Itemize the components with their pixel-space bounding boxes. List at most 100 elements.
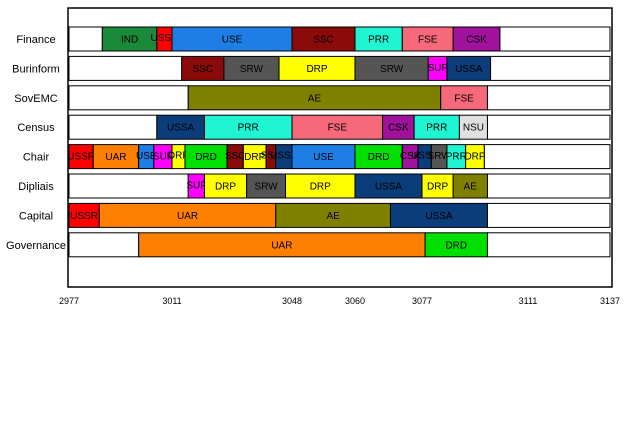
timeline-segment <box>354 144 403 170</box>
segment-label: PRR <box>446 151 467 162</box>
timeline-segment <box>203 173 248 199</box>
segment-label: SRW <box>254 182 278 193</box>
segment-label: UAR <box>271 240 292 251</box>
timeline-segment <box>68 173 189 199</box>
segment-label: USSA <box>167 123 195 134</box>
timeline-segment <box>354 26 403 52</box>
segment-label: USSA <box>425 211 453 222</box>
segment-label: USSR <box>70 211 98 222</box>
segment-label: UAR <box>105 152 126 163</box>
row-label: Capital <box>19 210 53 222</box>
segment-label: DRP <box>306 64 327 75</box>
timeline-row: Dipliais SUF DRP SRW DRP USSA DRP AE <box>18 173 611 199</box>
timeline-segment <box>291 114 384 140</box>
timeline-segment <box>285 173 356 199</box>
segment-label: SSC <box>225 151 246 162</box>
x-tick-label: 3048 <box>282 296 302 306</box>
timeline-segment <box>203 114 293 140</box>
segment-label: SUF <box>428 63 448 74</box>
segment-label: USSA <box>411 151 439 162</box>
x-tick-label: 3077 <box>412 296 432 306</box>
segment-label: IND <box>121 35 138 46</box>
timeline-segment <box>401 26 454 52</box>
x-tick-label: 3111 <box>519 296 538 306</box>
segment-label: USSA <box>270 151 298 162</box>
timeline-segment <box>452 26 501 52</box>
timeline-segment <box>382 114 415 140</box>
segment-label: SUF <box>153 151 173 162</box>
row-label: Chair <box>23 152 50 164</box>
segment-label: PRR <box>426 123 447 134</box>
timeline-segment <box>421 173 454 199</box>
timeline-segment <box>486 232 611 258</box>
segment-label: CSK <box>388 123 409 134</box>
timeline-segment <box>291 26 356 52</box>
timeline-row: SovEMC AE FSE <box>14 85 611 111</box>
x-tick-label: 3060 <box>345 296 365 306</box>
segment-label: DRP <box>168 151 189 162</box>
segment-label: AE <box>464 182 478 193</box>
segment-label: USE <box>313 152 334 163</box>
timeline-segment <box>354 55 429 81</box>
timeline-segment <box>68 55 183 81</box>
segment-label: SRW <box>240 64 264 75</box>
timeline-segment <box>187 85 442 111</box>
segment-label: FSE <box>454 93 474 104</box>
timeline-segment <box>486 202 611 228</box>
timeline-segment <box>486 173 611 199</box>
timeline-segment <box>490 55 611 81</box>
timeline-row: Burinform SSC SRW DRP SRW SUF USSA <box>12 55 611 81</box>
segment-label: SSC <box>261 151 282 162</box>
x-tick-label: 2977 <box>59 296 79 306</box>
segment-label: DRP <box>244 152 265 163</box>
timeline-segment <box>184 144 228 170</box>
timeline-segment <box>246 173 287 199</box>
segment-label: USSR <box>151 33 179 44</box>
segment-label: SSC <box>193 64 214 75</box>
timeline-segment <box>413 114 460 140</box>
segment-label: DRD <box>445 240 467 251</box>
segment-label: SSC <box>313 35 334 46</box>
row-group: Finance IND USSR USE SSC PRR FSE CSK Burinform SS… <box>6 26 611 258</box>
x-tick-label: 3011 <box>162 296 181 306</box>
row-label: Governance <box>6 240 66 252</box>
row-label: SovEMC <box>14 93 57 105</box>
segment-label: FSE <box>328 123 348 134</box>
segment-label: AE <box>308 93 322 104</box>
timeline-row: Governance UAR DRD <box>6 232 611 258</box>
timeline-segment <box>424 232 488 258</box>
segment-label: DRD <box>195 152 217 163</box>
segment-label: USE <box>222 35 243 46</box>
timeline-segment <box>458 114 488 140</box>
segment-label: CSK <box>466 35 487 46</box>
segment-label: USE <box>136 151 157 162</box>
segment-label: PRR <box>238 123 259 134</box>
segment-label: UAR <box>177 211 198 222</box>
segment-label: DRP <box>310 182 331 193</box>
segment-label: SRW <box>428 151 452 162</box>
segment-label: USSA <box>375 182 403 193</box>
timeline-segment <box>181 55 225 81</box>
timeline-row: Census USSA PRR FSE CSK PRR NSU <box>17 114 611 140</box>
segment-label: AE <box>326 211 340 222</box>
segment-label: FSE <box>418 35 438 46</box>
timeline-segment <box>138 232 426 258</box>
segment-label: PRR <box>368 35 389 46</box>
segment-label: SRW <box>380 64 404 75</box>
timeline-segment <box>440 85 488 111</box>
segment-label: CSK <box>400 151 421 162</box>
timeline-segment <box>452 173 488 199</box>
x-tick-label: 3137 <box>600 296 620 306</box>
row-label: Census <box>17 122 55 134</box>
row-label: Burinform <box>12 63 60 75</box>
segment-label: DRP <box>464 151 485 162</box>
segment-label: DRP <box>215 182 236 193</box>
timeline-segment <box>68 85 189 111</box>
segment-label: NSU <box>463 123 484 134</box>
row-label: Dipliais <box>18 181 54 193</box>
timeline-segment <box>68 114 158 140</box>
segment-label: USSA <box>455 64 483 75</box>
timeline-segment <box>483 144 611 170</box>
